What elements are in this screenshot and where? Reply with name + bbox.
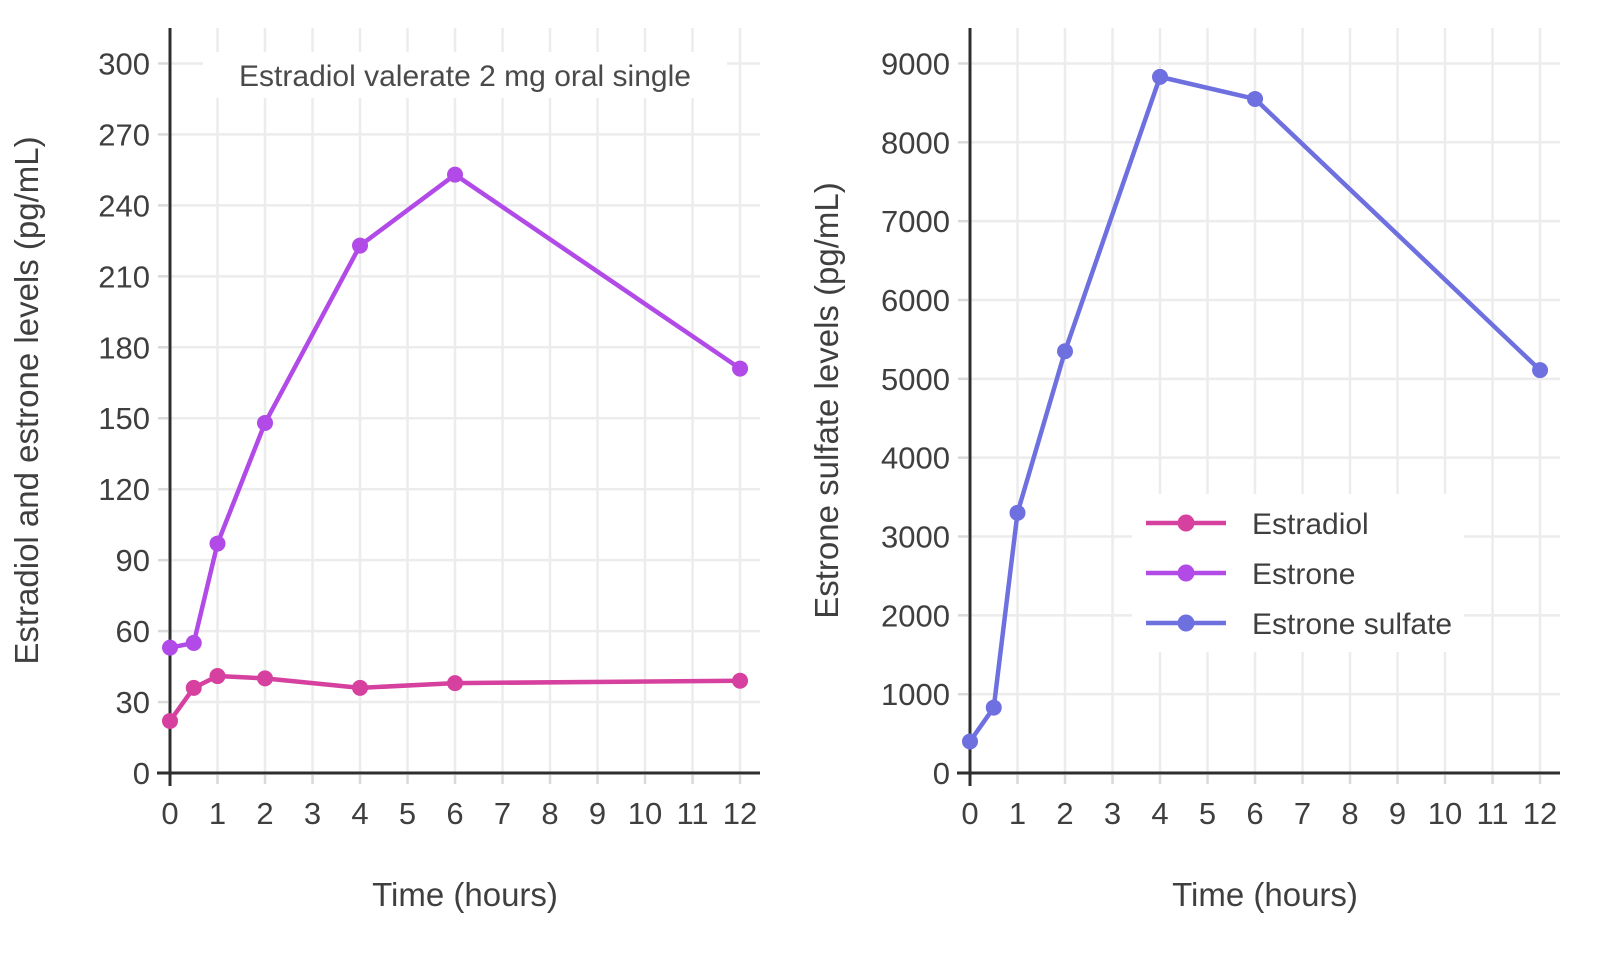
x-tick-label: 6	[446, 796, 463, 831]
x-tick-label: 5	[399, 796, 416, 831]
legend-swatch-marker	[1177, 564, 1195, 582]
estradiol-estrone-chart: 0 1 2 3 4 5 6 7 8 9 10 11 12030609012015018021024027…	[8, 28, 760, 913]
y-tick-label: 240	[98, 188, 150, 223]
estradiol-point	[352, 679, 369, 696]
x-tick-label: 10	[1428, 796, 1462, 831]
y-axis-title: Estradiol and estrone levels (pg/mL)	[8, 136, 45, 664]
x-axis-title: Time (hours)	[1172, 876, 1358, 913]
y-tick-label: 3000	[881, 519, 950, 554]
estrone-sulfate-point	[1532, 362, 1549, 379]
x-tick-label: 12	[1523, 796, 1557, 831]
y-tick-label: 120	[98, 472, 150, 507]
estrone-sulfate-point	[1152, 68, 1169, 85]
x-tick-label: 2	[256, 796, 273, 831]
y-tick-label: 2000	[881, 598, 950, 633]
estradiol-point	[257, 670, 274, 687]
estradiol-point	[447, 675, 464, 692]
estrone-sulfate-point	[1009, 504, 1026, 521]
x-tick-label: 4	[1151, 796, 1168, 831]
estrone-point	[732, 360, 749, 377]
y-tick-label: 90	[116, 543, 150, 578]
estrone-point	[257, 414, 274, 431]
y-tick-label: 6000	[881, 283, 950, 318]
legend-label: Estrone	[1252, 558, 1355, 591]
estrone-point	[185, 634, 202, 651]
estrone-sulfate-point	[962, 733, 978, 750]
legend-label: Estrone sulfate	[1252, 608, 1452, 641]
estrone-sulfate-point	[985, 699, 1002, 716]
estradiol-point	[185, 679, 202, 696]
x-tick-label: 9	[1389, 796, 1406, 831]
estrone-point	[447, 166, 464, 183]
x-tick-label: 7	[1294, 796, 1311, 831]
annotation-title: Estradiol valerate 2 mg oral single	[239, 60, 691, 93]
estradiol-point	[732, 672, 749, 689]
estradiol-point	[162, 712, 178, 729]
x-tick-label: 8	[541, 796, 558, 831]
y-tick-label: 9000	[881, 46, 950, 81]
legend-swatch-marker	[1177, 614, 1195, 632]
annotation-background	[203, 52, 727, 98]
y-tick-label: 300	[98, 46, 150, 81]
y-tick-label: 0	[933, 756, 950, 791]
estrone-point	[352, 237, 369, 254]
estrone-point	[209, 535, 226, 552]
x-tick-label: 2	[1056, 796, 1073, 831]
x-tick-label: 10	[628, 796, 662, 831]
x-tick-label: 0	[161, 796, 178, 831]
y-tick-label: 60	[116, 614, 150, 649]
y-tick-label: 150	[98, 401, 150, 436]
y-tick-label: 4000	[881, 441, 950, 476]
estrone-sulfate-point	[1247, 90, 1264, 107]
x-tick-label: 11	[1476, 796, 1508, 831]
y-tick-label: 7000	[881, 204, 950, 239]
x-tick-label: 7	[494, 796, 511, 831]
y-tick-label: 0	[133, 756, 150, 791]
y-tick-label: 1000	[881, 677, 950, 712]
legend-label: Estradiol	[1252, 508, 1369, 541]
x-tick-label: 9	[589, 796, 606, 831]
x-tick-label: 0	[961, 796, 978, 831]
estradiol-point	[209, 668, 226, 685]
y-tick-label: 270	[98, 117, 150, 152]
y-tick-label: 30	[116, 685, 150, 720]
x-axis-title: Time (hours)	[372, 876, 558, 913]
y-axis-title: Estrone sulfate levels (pg/mL)	[808, 182, 845, 619]
x-tick-label: 8	[1341, 796, 1358, 831]
y-tick-label: 8000	[881, 125, 950, 160]
estrone-sulfate-chart: 0 1 2 3 4 5 6 7 8 9 10 11 12010002000300040005000600…	[808, 28, 1560, 913]
x-tick-label: 11	[676, 796, 708, 831]
y-tick-label: 210	[98, 259, 150, 294]
estrone-point	[162, 639, 178, 656]
x-tick-label: 12	[723, 796, 757, 831]
y-tick-label: 180	[98, 330, 150, 365]
x-tick-label: 4	[351, 796, 368, 831]
x-tick-label: 3	[1104, 796, 1121, 831]
x-tick-label: 6	[1246, 796, 1263, 831]
estrone-sulfate-point	[1057, 343, 1074, 360]
y-tick-label: 5000	[881, 362, 950, 397]
x-tick-label: 3	[304, 796, 321, 831]
x-tick-label: 5	[1199, 796, 1216, 831]
x-tick-label: 1	[1009, 796, 1026, 831]
legend-swatch-marker	[1177, 514, 1195, 532]
x-tick-label: 1	[209, 796, 226, 831]
